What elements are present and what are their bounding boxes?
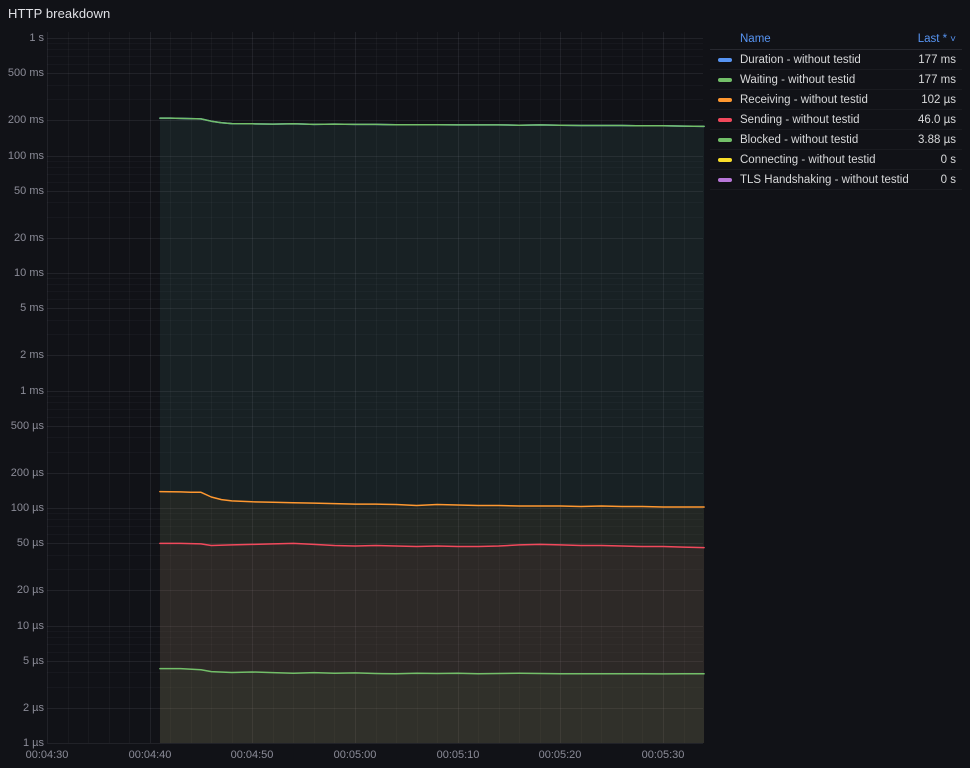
series-color-icon bbox=[718, 137, 732, 142]
legend-row[interactable]: TLS Handshaking - without testid 0 s bbox=[710, 170, 962, 190]
legend-header: Name Last * ˅ bbox=[710, 31, 962, 50]
legend-series-name: Connecting - without testid bbox=[740, 153, 876, 166]
sort-caret-icon: ˅ bbox=[950, 34, 956, 45]
legend-rows: Duration - without testid 177 ms Waiting -… bbox=[710, 50, 962, 190]
legend-series-name: Waiting - without testid bbox=[740, 73, 856, 86]
legend-name-header[interactable]: Name bbox=[740, 33, 771, 45]
legend-row[interactable]: Waiting - without testid 177 ms bbox=[710, 70, 962, 90]
legend-row[interactable]: Blocked - without testid 3.88 µs bbox=[710, 130, 962, 150]
legend-series-value: 177 ms bbox=[918, 53, 956, 66]
legend-row[interactable]: Connecting - without testid 0 s bbox=[710, 150, 962, 170]
legend-series-value: 102 µs bbox=[921, 93, 956, 106]
legend-row[interactable]: Duration - without testid 177 ms bbox=[710, 50, 962, 70]
legend-table: Name Last * ˅ Duration - without testid 17… bbox=[710, 31, 962, 190]
legend-series-name: TLS Handshaking - without testid bbox=[740, 173, 909, 186]
legend-series-name: Blocked - without testid bbox=[740, 133, 859, 146]
legend-row[interactable]: Sending - without testid 46.0 µs bbox=[710, 110, 962, 130]
legend-series-value: 46.0 µs bbox=[918, 113, 956, 126]
series-color-icon bbox=[718, 117, 732, 122]
legend-series-value: 0 s bbox=[940, 153, 956, 166]
legend-sort-header[interactable]: Last * ˅ bbox=[918, 33, 956, 45]
series-color-icon bbox=[718, 97, 732, 102]
series-color-icon bbox=[718, 57, 732, 62]
legend-series-name: Receiving - without testid bbox=[740, 93, 868, 106]
series-color-icon bbox=[718, 157, 732, 162]
legend-row[interactable]: Receiving - without testid 102 µs bbox=[710, 90, 962, 110]
legend-series-value: 0 s bbox=[940, 173, 956, 186]
legend-series-value: 177 ms bbox=[918, 73, 956, 86]
legend-series-name: Sending - without testid bbox=[740, 113, 860, 126]
series-color-icon bbox=[718, 177, 732, 182]
legend-value-header-label: Last * bbox=[917, 33, 948, 45]
legend-series-name: Duration - without testid bbox=[740, 53, 861, 66]
legend-series-value: 3.88 µs bbox=[918, 133, 956, 146]
panel-title[interactable]: HTTP breakdown bbox=[8, 6, 111, 21]
series-color-icon bbox=[718, 77, 732, 82]
